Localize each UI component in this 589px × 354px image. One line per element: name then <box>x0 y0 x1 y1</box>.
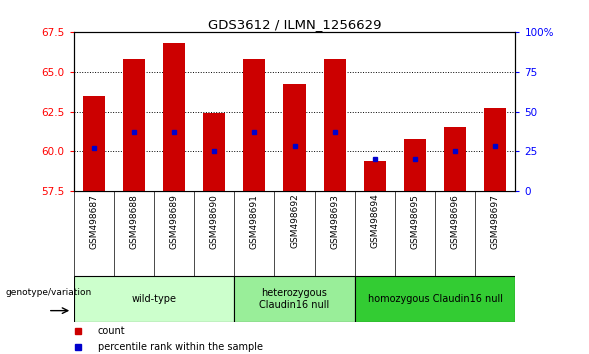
Bar <box>364 161 386 191</box>
Text: GSM498696: GSM498696 <box>451 194 459 249</box>
Text: GSM498693: GSM498693 <box>330 194 339 249</box>
Bar <box>323 59 346 191</box>
Bar <box>444 127 466 191</box>
Text: GSM498692: GSM498692 <box>290 194 299 249</box>
Text: percentile rank within the sample: percentile rank within the sample <box>98 342 263 352</box>
Text: homozygous Claudin16 null: homozygous Claudin16 null <box>368 294 502 304</box>
FancyBboxPatch shape <box>74 276 234 322</box>
Bar <box>243 59 266 191</box>
Text: GSM498687: GSM498687 <box>89 194 98 249</box>
Title: GDS3612 / ILMN_1256629: GDS3612 / ILMN_1256629 <box>208 18 381 31</box>
Text: wild-type: wild-type <box>131 294 177 304</box>
Text: count: count <box>98 326 125 336</box>
Text: GSM498690: GSM498690 <box>210 194 219 249</box>
Text: GSM498691: GSM498691 <box>250 194 259 249</box>
Text: GSM498694: GSM498694 <box>370 194 379 249</box>
FancyBboxPatch shape <box>234 276 355 322</box>
Bar <box>123 59 145 191</box>
Text: genotype/variation: genotype/variation <box>6 288 92 297</box>
FancyBboxPatch shape <box>355 276 515 322</box>
Bar <box>283 84 306 191</box>
Bar <box>163 43 185 191</box>
Text: GSM498695: GSM498695 <box>411 194 419 249</box>
Bar <box>203 113 225 191</box>
Bar <box>404 138 426 191</box>
Text: GSM498688: GSM498688 <box>130 194 138 249</box>
Text: heterozygous
Claudin16 null: heterozygous Claudin16 null <box>259 288 330 310</box>
Bar <box>484 108 507 191</box>
Bar <box>82 96 105 191</box>
Text: GSM498697: GSM498697 <box>491 194 500 249</box>
Text: GSM498689: GSM498689 <box>170 194 178 249</box>
